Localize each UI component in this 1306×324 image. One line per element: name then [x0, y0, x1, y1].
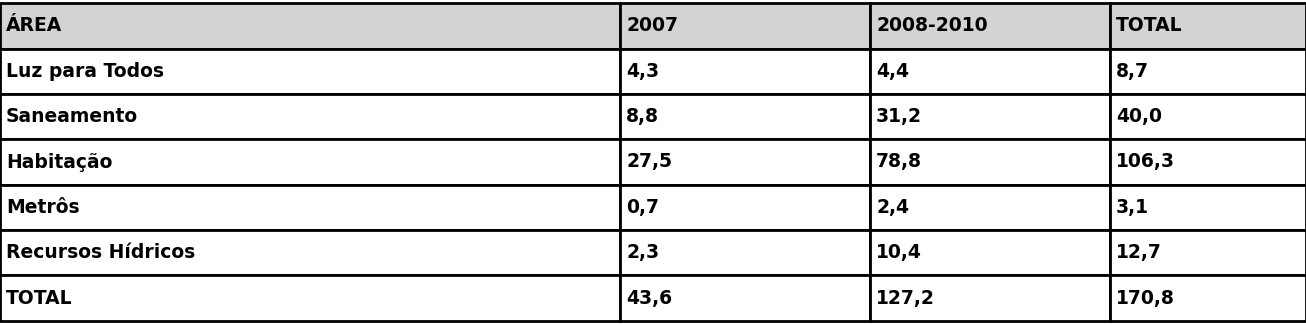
Bar [870, 94, 1110, 139]
Bar [0, 94, 620, 139]
Bar [0, 139, 620, 185]
Bar [620, 185, 870, 230]
Text: TOTAL: TOTAL [7, 289, 73, 307]
Bar [620, 230, 870, 275]
Bar [1110, 49, 1306, 94]
Bar [870, 230, 1110, 275]
Text: 31,2: 31,2 [876, 107, 922, 126]
Text: 0,7: 0,7 [626, 198, 660, 217]
Text: 127,2: 127,2 [876, 289, 935, 307]
Bar [0, 49, 620, 94]
Bar [1110, 94, 1306, 139]
Text: 78,8: 78,8 [876, 153, 922, 171]
Bar [1110, 3, 1306, 49]
Text: 2008-2010: 2008-2010 [876, 17, 987, 35]
Bar [0, 275, 620, 321]
Text: Luz para Todos: Luz para Todos [7, 62, 165, 81]
Text: 40,0: 40,0 [1117, 107, 1162, 126]
Bar [620, 3, 870, 49]
Bar [620, 49, 870, 94]
Bar [1110, 139, 1306, 185]
Text: 2,4: 2,4 [876, 198, 909, 217]
Text: 106,3: 106,3 [1117, 153, 1175, 171]
Bar [870, 49, 1110, 94]
Text: 8,7: 8,7 [1117, 62, 1149, 81]
Bar [0, 185, 620, 230]
Text: Recursos Hídricos: Recursos Hídricos [7, 243, 196, 262]
Text: 3,1: 3,1 [1117, 198, 1149, 217]
Bar [870, 139, 1110, 185]
Text: TOTAL: TOTAL [1117, 17, 1183, 35]
Bar [0, 230, 620, 275]
Bar [0, 3, 620, 49]
Bar [620, 139, 870, 185]
Bar [620, 275, 870, 321]
Text: 27,5: 27,5 [626, 153, 673, 171]
Text: ÁREA: ÁREA [7, 17, 63, 35]
Text: 12,7: 12,7 [1117, 243, 1162, 262]
Text: 2007: 2007 [626, 17, 678, 35]
Text: 2,3: 2,3 [626, 243, 660, 262]
Bar [1110, 230, 1306, 275]
Bar [870, 3, 1110, 49]
Text: 8,8: 8,8 [626, 107, 660, 126]
Bar [870, 275, 1110, 321]
Bar [1110, 185, 1306, 230]
Text: 170,8: 170,8 [1117, 289, 1175, 307]
Bar [1110, 275, 1306, 321]
Text: 10,4: 10,4 [876, 243, 922, 262]
Text: Habitação: Habitação [7, 153, 112, 171]
Text: 4,3: 4,3 [626, 62, 660, 81]
Bar [620, 94, 870, 139]
Text: 4,4: 4,4 [876, 62, 909, 81]
Text: Saneamento: Saneamento [7, 107, 138, 126]
Text: Metrôs: Metrôs [7, 198, 80, 217]
Text: 43,6: 43,6 [626, 289, 673, 307]
Bar [870, 185, 1110, 230]
